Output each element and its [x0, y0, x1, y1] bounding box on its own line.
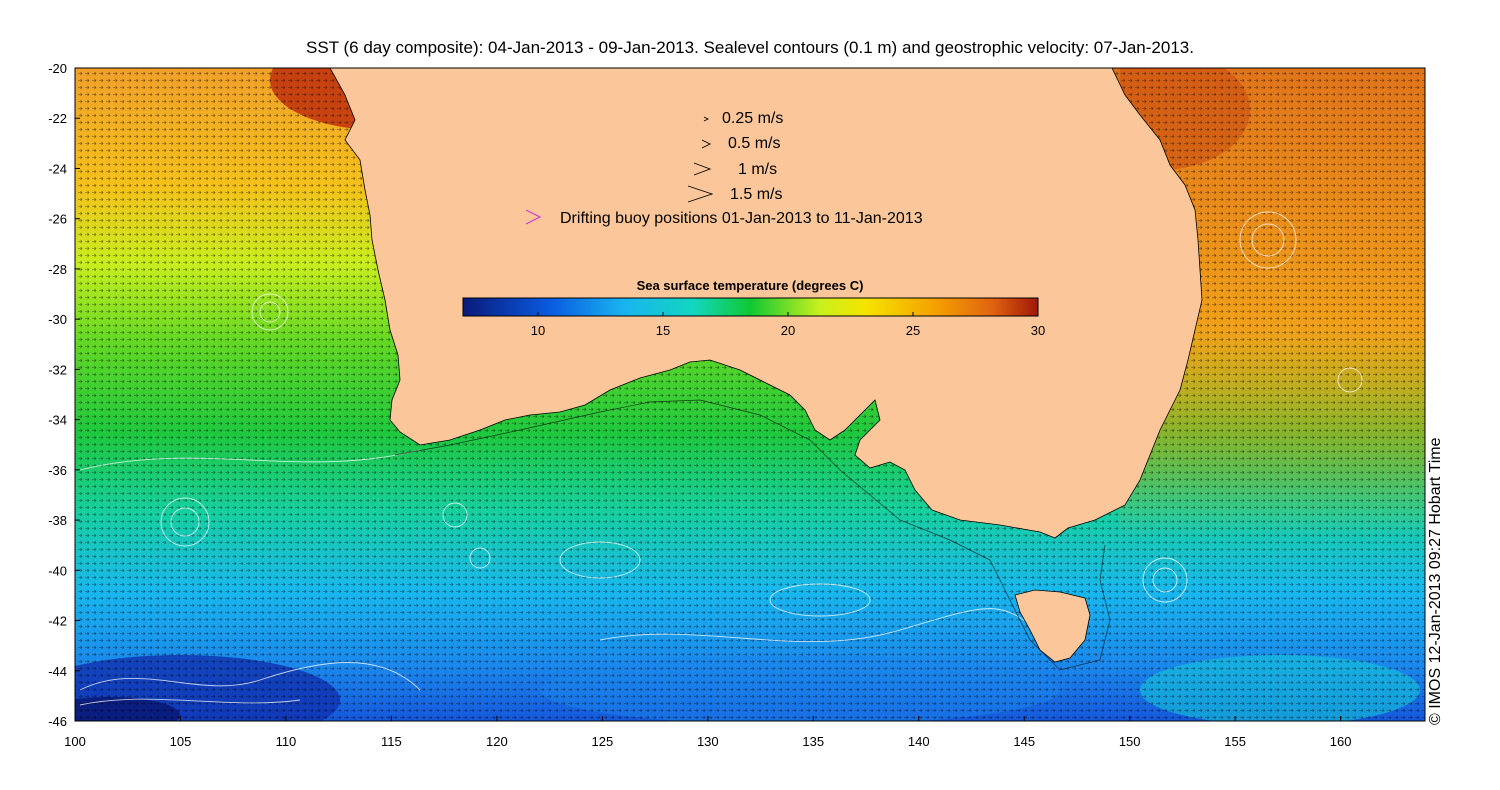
- sealevel-contours: [79, 211, 1363, 706]
- plot-area: [75, 68, 1425, 721]
- lat-tick-label: -46: [48, 714, 67, 729]
- legend-label-1: 1 m/s: [738, 161, 777, 178]
- legend-buoy-label: Drifting buoy positions 01-Jan-2013 to 1…: [560, 210, 923, 227]
- credit-text: © IMOS 12-Jan-2013 09:27 Hobart Time: [1427, 437, 1444, 725]
- legend-label-025: 0.25 m/s: [722, 110, 783, 127]
- colorbar-tick-label: 25: [906, 323, 920, 338]
- legend-arrow-1: [693, 162, 712, 176]
- lat-tick-label: -22: [48, 111, 67, 126]
- lat-tick-label: -20: [48, 61, 67, 76]
- lon-tick-label: 135: [802, 734, 824, 749]
- colorbar-gradient: [462, 297, 1039, 317]
- lat-tick-label: -44: [48, 664, 67, 679]
- lat-tick-label: -42: [48, 614, 67, 629]
- lon-tick-label: 155: [1224, 734, 1246, 749]
- colorbar-tick-label: 20: [781, 323, 795, 338]
- lat-tick-label: -36: [48, 463, 67, 478]
- colorbar-tick-label: 30: [1031, 323, 1045, 338]
- lon-tick-label: 110: [276, 734, 297, 749]
- colorbar-tick-label: 10: [531, 323, 545, 338]
- lon-tick-label: 150: [1119, 734, 1141, 749]
- lat-tick-label: -28: [48, 262, 67, 277]
- lon-tick-label: 145: [1013, 734, 1035, 749]
- legend-label-15: 1.5 m/s: [730, 186, 782, 203]
- lon-tick-label: 120: [486, 734, 508, 749]
- buoy-marker: [525, 209, 542, 225]
- lon-tick-label: 125: [591, 734, 613, 749]
- latitude-axis: -20 -22 -24 -26 -28 -30 -32 -34 -36 -38 -40 -42 -44 -…: [48, 61, 80, 729]
- lat-tick-label: -38: [48, 513, 67, 528]
- plot-frame: [74, 67, 1426, 722]
- colorbar-title: Sea surface temperature (degrees C): [637, 278, 864, 293]
- tasmania: [1014, 589, 1091, 663]
- lon-tick-label: 115: [381, 734, 402, 749]
- legend-label-05: 0.5 m/s: [728, 135, 780, 152]
- lon-tick-label: 130: [697, 734, 719, 749]
- lat-tick-label: -34: [48, 413, 67, 428]
- lat-tick-label: -26: [48, 212, 67, 227]
- lon-tick-label: 105: [170, 734, 192, 749]
- colorbar-tick-label: 15: [656, 323, 670, 338]
- colorbar-ticks: 10 15 20 25 30: [531, 312, 1045, 338]
- legend-arrow-15: [687, 185, 714, 203]
- legend-arrow-05: [701, 139, 712, 149]
- lon-tick-label: 160: [1330, 734, 1352, 749]
- map-title: SST (6 day composite): 04-Jan-2013 - 09-…: [306, 38, 1194, 57]
- longitude-axis: 100 105 110 115 120 125 130 135 140 145 150 155 160: [64, 716, 1351, 749]
- vector-legend: 0.25 m/s 0.5 m/s 1 m/s 1.5 m/s Drifting …: [525, 110, 923, 227]
- lon-tick-label: 140: [908, 734, 930, 749]
- legend-arrow-025: [703, 116, 710, 122]
- colorbar: Sea surface temperature (degrees C) 10 15…: [462, 278, 1045, 338]
- lat-tick-label: -40: [48, 563, 67, 578]
- lon-tick-label: 100: [64, 734, 86, 749]
- shelf-break: [394, 399, 1111, 671]
- lat-tick-label: -32: [48, 362, 67, 377]
- lat-tick-label: -24: [48, 161, 67, 176]
- lat-tick-label: -30: [48, 312, 67, 327]
